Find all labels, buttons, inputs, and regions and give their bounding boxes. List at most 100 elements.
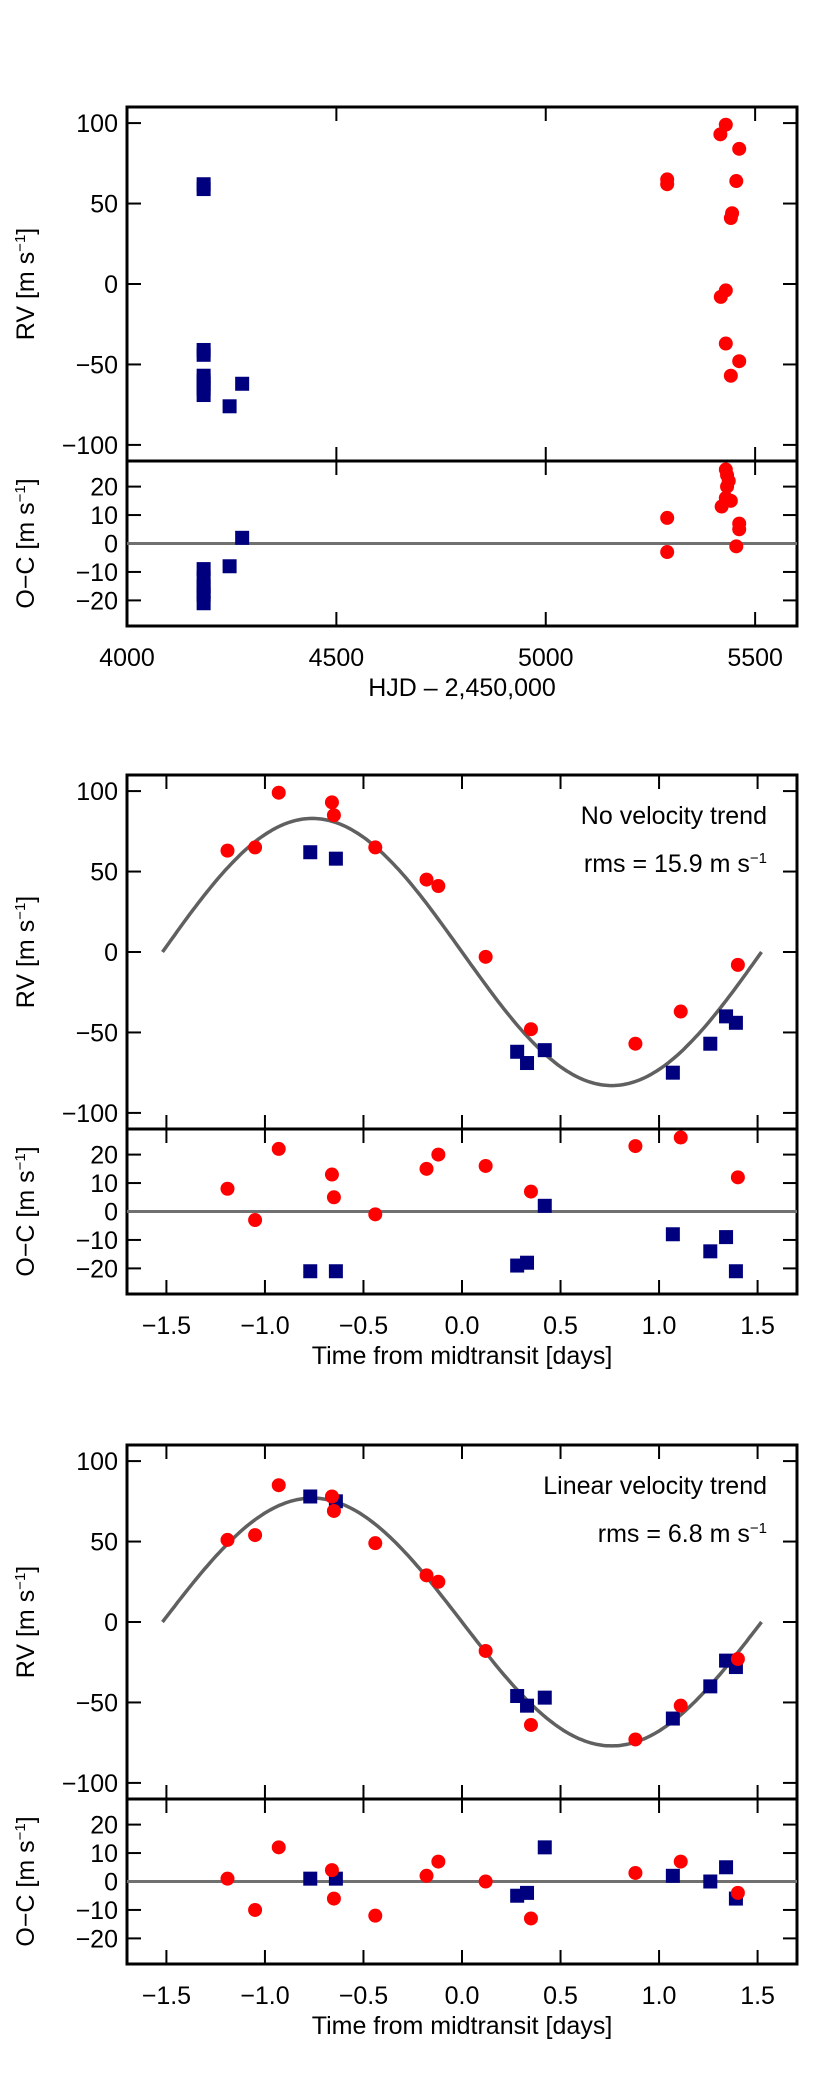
data-point-circle — [419, 1868, 434, 1883]
data-point-square — [719, 1230, 734, 1245]
data-point-circle — [628, 1036, 643, 1051]
annotation-rms-text: rms = 15.9 m s — [584, 850, 750, 878]
data-point-circle — [326, 1190, 341, 1205]
annotation-rms: rms = 15.9 m s−1 — [584, 850, 767, 878]
y-tick-label: −20 — [76, 587, 118, 615]
annotation-rms-text: rms = 6.8 m s — [598, 1520, 750, 1548]
x-tick-label: −1.0 — [240, 1312, 289, 1340]
data-point-circle — [419, 872, 434, 887]
oc-axis-title: O−C [m s−1] — [12, 478, 40, 608]
data-point-square — [703, 1244, 718, 1259]
y-tick-label: 100 — [76, 110, 118, 138]
oc-axis-title-sup: −1 — [12, 485, 29, 502]
data-point-square — [665, 1711, 680, 1726]
x-tick-label: 1.5 — [740, 1982, 775, 2010]
data-point-circle — [478, 1643, 493, 1658]
data-point-square — [196, 347, 211, 362]
data-point-circle — [732, 522, 747, 537]
data-point-circle — [523, 1717, 538, 1732]
y-tick-label: 20 — [90, 1142, 118, 1170]
data-point-square — [235, 376, 250, 391]
data-point-circle — [478, 1158, 493, 1173]
data-point-circle — [732, 141, 747, 156]
x-tick-label: 4500 — [309, 644, 365, 672]
data-point-square — [328, 851, 343, 866]
data-point-circle — [723, 368, 738, 383]
y-tick-label: −50 — [76, 351, 118, 379]
data-point-circle — [729, 539, 744, 554]
data-point-square — [719, 1860, 734, 1875]
data-point-circle — [324, 795, 339, 810]
data-point-circle — [720, 479, 735, 494]
data-point-square — [303, 1489, 318, 1504]
y-tick-label: −100 — [62, 432, 118, 460]
data-point-square — [196, 388, 211, 403]
y-tick-label: 0 — [104, 1199, 118, 1227]
data-point-square — [728, 1264, 743, 1279]
data-point-circle — [431, 879, 446, 894]
y-tick-label: 0 — [104, 939, 118, 967]
data-point-circle — [324, 1489, 339, 1504]
data-point-circle — [673, 1854, 688, 1869]
x-axis-title: HJD – 2,450,000 — [368, 674, 556, 702]
oc-axis-title-tail: ] — [12, 478, 40, 485]
data-point-circle — [271, 785, 286, 800]
y-tick-label: −100 — [62, 1100, 118, 1128]
x-axis-title: Time from midtransit [days] — [312, 2012, 613, 2040]
y-tick-label: 50 — [90, 859, 118, 887]
data-point-circle — [730, 1885, 745, 1900]
x-tick-label: 5500 — [727, 644, 783, 672]
data-point-square — [520, 1056, 535, 1071]
data-point-circle — [730, 1170, 745, 1185]
rv-panel-content — [161, 785, 763, 1088]
data-point-circle — [326, 1891, 341, 1906]
residual-panel-content — [127, 1840, 797, 1926]
data-point-circle — [628, 1865, 643, 1880]
data-point-square — [328, 1264, 343, 1279]
y-tick-label: −10 — [76, 1227, 118, 1255]
data-point-circle — [673, 1004, 688, 1019]
oc-axis-title-text: O−C [m s — [12, 1840, 40, 1946]
data-point-circle — [271, 1840, 286, 1855]
rv-axis-title-text: RV [m s — [12, 1590, 40, 1678]
rv-axis-title: RV [m s−1] — [12, 896, 40, 1009]
data-point-circle — [248, 1213, 263, 1228]
rv-axis-title-tail: ] — [12, 1566, 40, 1573]
model-curve — [161, 1496, 763, 1748]
data-point-circle — [220, 843, 235, 858]
annotation-rms-sup: −1 — [750, 850, 767, 867]
x-axis-title: Time from midtransit [days] — [312, 1342, 613, 1370]
data-point-square — [196, 182, 211, 197]
data-point-circle — [248, 840, 263, 855]
x-tick-label: 0.5 — [543, 1312, 578, 1340]
model-curve — [161, 816, 763, 1088]
oc-axis-title-tail: ] — [12, 1816, 40, 1823]
rv-axis-title-sup: −1 — [12, 903, 29, 920]
data-point-circle — [431, 1574, 446, 1589]
rv-axis-title: RV [m s−1] — [12, 1566, 40, 1679]
data-point-circle — [723, 211, 738, 226]
rv-panel-content — [161, 1478, 763, 1748]
x-tick-label: −1.0 — [240, 1982, 289, 2010]
y-tick-label: −50 — [76, 1689, 118, 1717]
data-point-circle — [326, 1503, 341, 1518]
x-tick-label: 0.0 — [445, 1312, 480, 1340]
data-point-square — [665, 1065, 680, 1080]
y-tick-label: 100 — [76, 1448, 118, 1476]
data-point-circle — [523, 1911, 538, 1926]
rv-panel-content — [196, 117, 747, 414]
annotation-rms: rms = 6.8 m s−1 — [598, 1520, 767, 1548]
data-point-circle — [478, 949, 493, 964]
x-tick-label: −1.5 — [142, 1312, 191, 1340]
x-tick-label: 1.5 — [740, 1312, 775, 1340]
y-tick-label: 0 — [104, 531, 118, 559]
data-point-circle — [419, 1568, 434, 1583]
rv-axis-title-sup: −1 — [12, 235, 29, 252]
data-point-circle — [324, 1167, 339, 1182]
y-tick-label: −10 — [76, 1897, 118, 1925]
residual-panel-content — [127, 462, 797, 611]
data-point-square — [665, 1227, 680, 1242]
